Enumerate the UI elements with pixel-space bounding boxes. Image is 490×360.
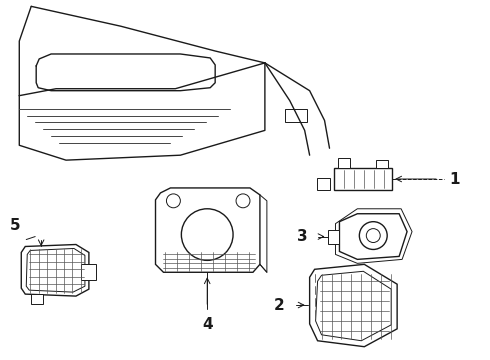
Text: 2: 2 — [274, 297, 285, 312]
Polygon shape — [31, 294, 43, 304]
Polygon shape — [81, 264, 96, 280]
Circle shape — [359, 222, 387, 249]
Polygon shape — [335, 168, 392, 190]
Polygon shape — [21, 244, 89, 296]
Polygon shape — [339, 158, 350, 168]
Bar — [285, 109, 307, 122]
Text: 1: 1 — [449, 171, 459, 186]
Polygon shape — [327, 230, 340, 243]
Polygon shape — [155, 188, 260, 272]
Polygon shape — [317, 178, 329, 190]
Polygon shape — [310, 264, 397, 347]
Text: 3: 3 — [297, 229, 308, 244]
Text: 4: 4 — [202, 317, 213, 332]
Polygon shape — [316, 271, 391, 341]
Circle shape — [181, 209, 233, 260]
Polygon shape — [340, 214, 407, 260]
Circle shape — [167, 194, 180, 208]
Polygon shape — [26, 248, 85, 292]
Circle shape — [236, 194, 250, 208]
Polygon shape — [376, 160, 388, 168]
Circle shape — [367, 229, 380, 243]
Text: 5: 5 — [9, 217, 20, 233]
